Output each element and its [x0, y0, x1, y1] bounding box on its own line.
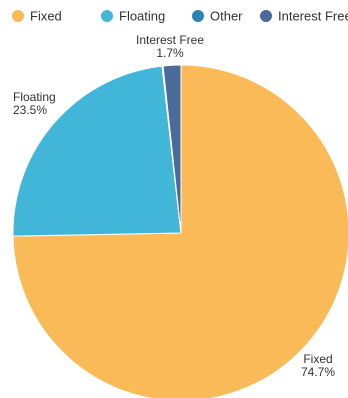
legend-marker-interest-free: [260, 10, 272, 22]
slice-label-name-fixed: Fixed: [303, 352, 332, 366]
chart-legend: Fixed Floating Other Interest Free: [12, 9, 348, 24]
slice-label-name-interest-free: Interest Free: [136, 33, 204, 47]
legend-label-other[interactable]: Other: [210, 9, 243, 24]
slice-label-value-interest-free: 1.7%: [156, 46, 184, 60]
pie-slice-fixed[interactable]: [12, 64, 348, 398]
slice-label-name-floating: Floating: [13, 90, 56, 104]
legend-label-floating[interactable]: Floating: [119, 9, 165, 24]
pie-slice-interest-free[interactable]: [162, 64, 182, 234]
pie-slices: [12, 64, 348, 398]
pie-slice-floating[interactable]: [12, 65, 182, 237]
legend-marker-other: [192, 10, 204, 22]
slice-label-value-fixed: 74.7%: [301, 365, 335, 379]
legend-marker-floating: [101, 10, 113, 22]
legend-marker-fixed: [12, 10, 24, 22]
legend-label-interest-free[interactable]: Interest Free: [278, 9, 348, 24]
legend-label-fixed[interactable]: Fixed: [30, 9, 62, 24]
slice-label-value-floating: 23.5%: [13, 103, 47, 117]
